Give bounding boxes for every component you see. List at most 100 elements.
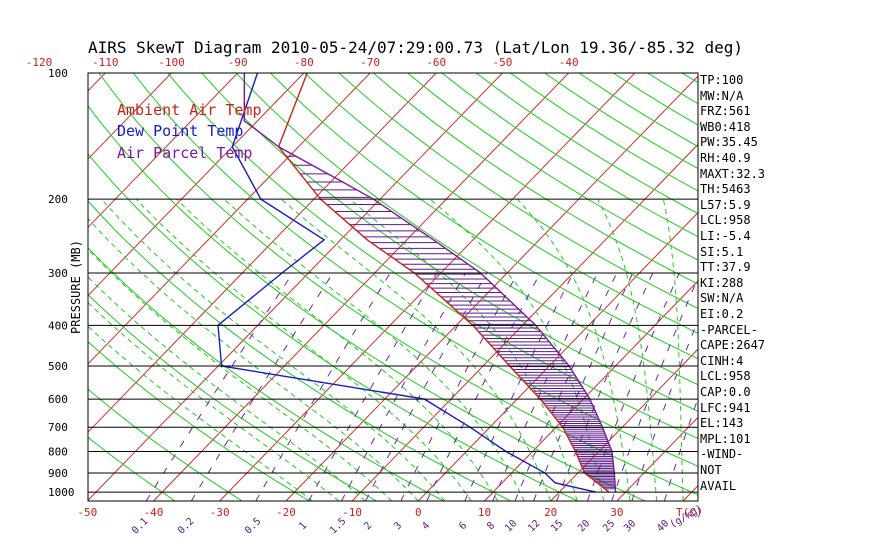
mixing-ratio-line	[663, 396, 698, 501]
stability-index-item: CAPE:2647	[700, 338, 766, 353]
moist-adiabat-line	[280, 198, 552, 501]
stability-index-item: MAXT:32.3	[700, 166, 766, 181]
moist-adiabat-line	[349, 198, 578, 501]
dry-adiabat-line	[235, 73, 698, 386]
top-temperature-tick-label: -120	[26, 56, 53, 69]
bottom-temperature-tick-label: -50	[77, 506, 97, 519]
isotherm-line	[153, 73, 570, 501]
bottom-temperature-tick-label: 20	[544, 506, 557, 519]
isotherm-line	[285, 75, 698, 501]
mixing-ratio-line	[464, 272, 574, 501]
moist-adiabat-line	[135, 198, 472, 501]
moist-adiabat-line	[223, 198, 525, 501]
stability-index-item: KI:288	[700, 275, 744, 290]
legend-air-parcel-temp: Air Parcel Temp	[117, 144, 253, 162]
top-temperature-tick-label: -110	[92, 56, 119, 69]
stability-index-item: EL:143	[700, 416, 744, 431]
mixing-ratio-tick-label: 15	[549, 518, 565, 534]
x-axis-label: T(C)	[676, 506, 703, 519]
stability-index-item: WB0:418	[700, 119, 751, 134]
moist-adiabat-line	[429, 198, 605, 501]
dry-adiabat-line	[167, 73, 698, 440]
bottom-temperature-tick-label: 30	[610, 506, 623, 519]
moist-adiabat-line	[88, 301, 340, 501]
moist-adiabat-line	[176, 198, 499, 501]
stability-index-item: TH:5463	[700, 182, 751, 197]
legend-dew-point-temp: Dew Point Temp	[117, 122, 244, 140]
chart-title: AIRS SkewT Diagram 2010-05-24/07:29:00.7…	[88, 38, 744, 57]
stability-index-item: CAP:0.0	[700, 385, 751, 399]
moist-adiabat-line	[88, 248, 393, 501]
stability-index-item: EI:0.2	[700, 307, 744, 321]
bottom-temperature-tick-label: 10	[478, 506, 491, 519]
stability-index-item: RH:40.9	[700, 151, 751, 165]
dew-point-temp-line	[217, 72, 596, 493]
top-temperature-tick-label: -100	[158, 56, 185, 69]
top-temperature-tick-label: -50	[493, 56, 513, 69]
dry-adiabat-line	[338, 73, 698, 309]
dry-adiabat-line	[88, 436, 176, 501]
isotherm-line	[88, 73, 371, 365]
moist-adiabat-line	[88, 325, 313, 501]
moist-adiabat-line	[662, 199, 684, 501]
pressure-tick-label: 900	[48, 467, 68, 480]
bottom-temperature-tick-label: -30	[210, 506, 230, 519]
mixing-ratio-line	[611, 276, 698, 501]
isotherm-line	[550, 348, 698, 501]
mixing-ratio-tick-label: 8	[485, 520, 497, 532]
mixing-ratio-tick-label: 2	[362, 520, 374, 532]
stability-index-item: MW:N/A	[700, 88, 744, 103]
isotherm-line	[484, 280, 698, 501]
pressure-tick-label: 400	[48, 319, 68, 332]
bottom-temperature-tick-label: 0	[415, 506, 422, 519]
stability-index-item: NOT	[700, 463, 722, 477]
mixing-ratio-line	[533, 272, 634, 501]
mixing-ratio-line	[190, 272, 334, 501]
dry-adiabat-line	[88, 200, 512, 501]
dry-adiabat-line	[98, 73, 698, 496]
pressure-tick-label: 500	[48, 360, 68, 373]
mixing-ratio-tick-label: 3	[392, 520, 404, 532]
mixing-ratio-line	[492, 272, 598, 501]
mixing-ratio-line	[514, 272, 618, 501]
stability-index-item: TT:37.9	[700, 260, 751, 275]
moist-adiabat-line	[517, 198, 631, 501]
bottom-temperature-tick-label: -20	[276, 506, 296, 519]
stability-index-item: LFC:941	[700, 400, 751, 415]
isotherm-line	[88, 73, 239, 229]
isotherm-line	[88, 73, 172, 160]
dry-adiabat-line	[201, 73, 698, 412]
dry-adiabat-line	[88, 388, 243, 501]
mixing-ratio-tick-label: 0.2	[176, 516, 197, 537]
stability-index-item: AVAIL	[700, 478, 737, 493]
isotherm-line	[88, 73, 305, 297]
isotherm-line	[88, 73, 106, 92]
mixing-ratio-tick-label: 1	[297, 520, 309, 532]
isotherm-line	[88, 73, 437, 433]
stability-index-item: PW:35.45	[700, 135, 758, 150]
stability-index-item: LCL:958	[700, 213, 751, 228]
mixing-ratio-line	[145, 272, 294, 501]
mixing-ratio-tick-label: 30	[622, 518, 638, 534]
pressure-tick-label: 800	[48, 446, 68, 459]
top-temperature-tick-label: -70	[360, 56, 380, 69]
moist-adiabat-line	[597, 198, 658, 501]
stability-index-item: -WIND-	[700, 447, 744, 462]
mixing-ratio-tick-label: 10	[503, 518, 519, 534]
pressure-tick-label: 200	[48, 193, 68, 206]
moist-adiabat-line	[88, 217, 419, 501]
mixing-ratio-tick-label: 25	[601, 518, 617, 534]
dry-adiabat-line	[304, 73, 698, 334]
mixing-ratio-line	[400, 272, 519, 501]
stability-index-item: LI:-5.4	[700, 229, 751, 243]
mixing-ratio-tick-label: 0.5	[243, 516, 264, 537]
top-temperature-tick-label: -90	[228, 56, 248, 69]
dry-adiabat-line	[372, 73, 698, 285]
air-parcel-temp-line	[243, 73, 617, 493]
ambient-air-temp-line	[277, 72, 610, 493]
bottom-temperature-tick-label: -40	[144, 506, 164, 519]
mixing-ratio-tick-label: 1.5	[328, 516, 349, 537]
stability-index-item: CINH:4	[700, 353, 744, 368]
pressure-tick-label: 600	[48, 393, 68, 406]
